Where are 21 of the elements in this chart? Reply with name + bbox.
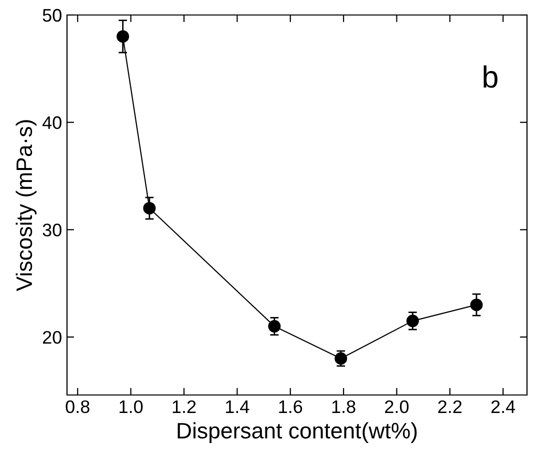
point — [116, 30, 130, 43]
point — [406, 314, 419, 328]
x-tick-label: 2.2 — [438, 400, 462, 413]
point — [470, 298, 483, 312]
x-axis-title: Dispersant content(wt%) — [178, 422, 417, 443]
y-tick-label: 50 — [42, 8, 62, 22]
x-tick-label: 1.8 — [332, 400, 356, 414]
x-tick-label: 1.4 — [226, 400, 250, 413]
x-tick-label: 1.0 — [120, 400, 143, 414]
y-tick-label: 30 — [42, 224, 62, 236]
x-tick-label: 2.0 — [385, 400, 409, 414]
x-tick-label: 0.8 — [66, 400, 90, 414]
x-tick-label: 1.2 — [172, 400, 196, 413]
y-tick-label: 20 — [42, 330, 62, 344]
y-tick-label: 40 — [42, 116, 62, 130]
annotation: b — [484, 65, 498, 88]
y-axis-title: Viscosity (mPa·s) — [16, 120, 36, 292]
point — [143, 202, 156, 214]
point — [268, 320, 281, 333]
x-tick-label: 1.6 — [279, 400, 302, 414]
x-tick-label: 2.4 — [491, 400, 516, 413]
